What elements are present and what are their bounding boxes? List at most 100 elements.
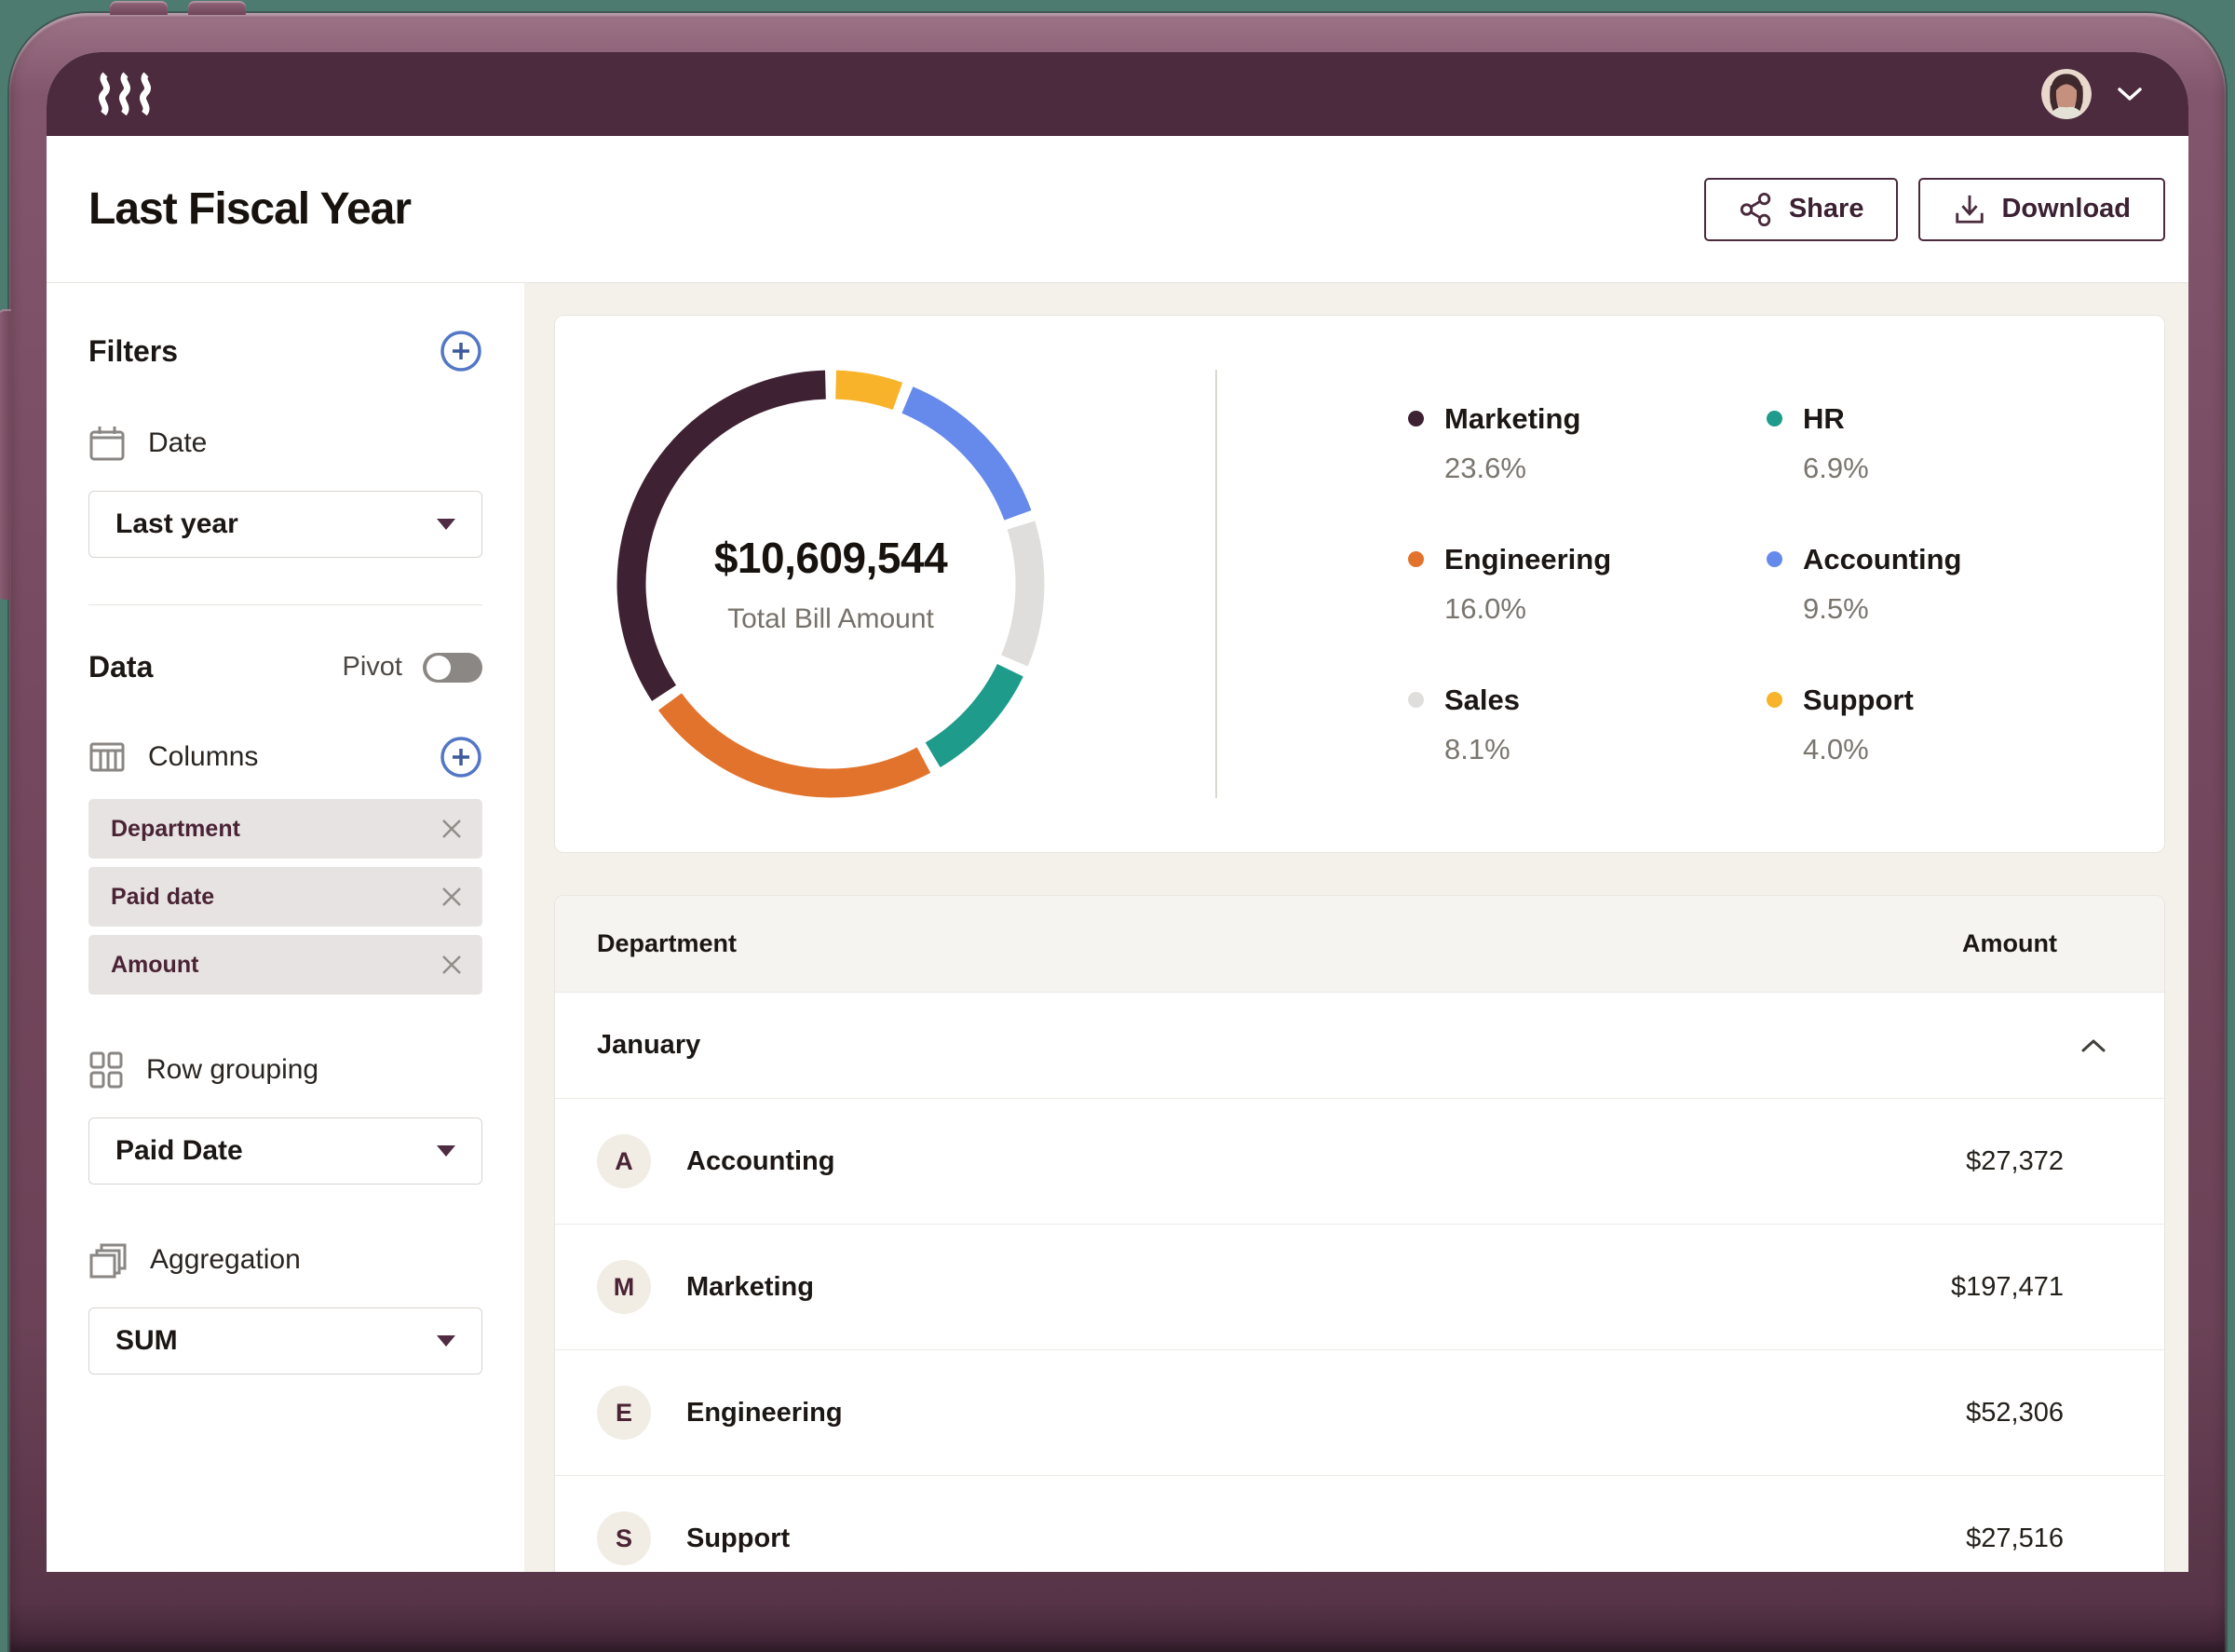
app-screen: Last Fiscal Year Share [47, 52, 2188, 1572]
add-filter-button[interactable] [440, 330, 482, 372]
department-name: Engineering [686, 1397, 843, 1428]
share-label: Share [1788, 194, 1864, 223]
data-title: Data [88, 650, 154, 684]
department-amount: $52,306 [1966, 1397, 2064, 1428]
tablet-side-button [0, 309, 11, 600]
row-grouping-icon [89, 1051, 123, 1089]
row-grouping-label: Row grouping [146, 1054, 319, 1085]
share-icon [1740, 192, 1771, 226]
pivot-label: Pivot [342, 652, 402, 682]
legend-label: Marketing [1444, 401, 1581, 435]
chart-legend: Marketing 23.6% HR 6.9% Engineering 16.0… [1408, 402, 2125, 766]
legend-dot [1408, 692, 1424, 708]
chip-label: Paid date [111, 883, 215, 910]
legend-item-marketing: Marketing 23.6% [1408, 402, 1767, 485]
department-table: Department Amount January A Accounting $… [554, 895, 2165, 1572]
download-label: Download [2001, 194, 2131, 223]
aggregation-select[interactable]: SUM [88, 1307, 482, 1374]
legend-value: 6.9% [1803, 451, 1869, 484]
department-name: Support [686, 1523, 791, 1553]
chart-divider [1215, 370, 1217, 798]
user-avatar[interactable] [2041, 69, 2092, 119]
main-area: $10,609,544 Total Bill Amount Marketing … [524, 283, 2188, 1572]
legend-dot [1408, 411, 1424, 427]
legend-dot [1767, 411, 1782, 427]
column-chip-amount[interactable]: Amount [88, 935, 482, 995]
legend-value: 4.0% [1803, 732, 1869, 765]
legend-label: Support [1803, 683, 1914, 716]
department-initial-badge: E [597, 1386, 651, 1440]
page-title: Last Fiscal Year [88, 184, 412, 234]
legend-item-hr: HR 6.9% [1767, 402, 2125, 485]
row-grouping-value: Paid Date [115, 1135, 243, 1166]
legend-label: Accounting [1803, 542, 1962, 575]
remove-chip-icon[interactable] [440, 885, 464, 909]
pivot-toggle[interactable] [423, 652, 482, 683]
chevron-up-icon[interactable] [2080, 1037, 2106, 1054]
department-initial-badge: M [597, 1260, 651, 1314]
aggregation-icon [89, 1243, 127, 1279]
remove-chip-icon[interactable] [440, 817, 464, 841]
donut-chart: $10,609,544 Total Bill Amount [616, 370, 1045, 798]
sidebar: Filters [47, 283, 524, 1572]
filters-title: Filters [88, 333, 179, 368]
aggregation-label: Aggregation [150, 1244, 301, 1275]
chip-label: Department [111, 815, 240, 842]
department-initial-badge: A [597, 1134, 651, 1188]
department-amount: $27,372 [1966, 1145, 2064, 1176]
table-row[interactable]: M Marketing $197,471 [555, 1225, 2164, 1350]
share-button[interactable]: Share [1703, 177, 1899, 241]
legend-label: HR [1803, 401, 1845, 435]
legend-dot [1408, 551, 1424, 567]
group-label: January [597, 1030, 701, 1060]
column-header-amount: Amount [1962, 929, 2057, 957]
department-initial-badge: S [597, 1511, 651, 1565]
total-bill-label: Total Bill Amount [727, 603, 934, 634]
topbar [47, 52, 2188, 136]
download-button[interactable]: Download [1918, 177, 2165, 241]
legend-value: 8.1% [1444, 732, 1510, 765]
department-amount: $197,471 [1951, 1271, 2064, 1302]
table-row[interactable]: E Engineering $52,306 [555, 1350, 2164, 1476]
legend-label: Sales [1444, 683, 1521, 716]
date-range-value: Last year [115, 508, 238, 539]
select-caret-icon [437, 1335, 455, 1347]
legend-item-accounting: Accounting 9.5% [1767, 543, 2125, 626]
tablet-top-button-2 [188, 1, 246, 15]
chevron-down-icon[interactable] [2116, 85, 2144, 103]
select-caret-icon [437, 1145, 455, 1157]
date-range-select[interactable]: Last year [88, 491, 482, 558]
chip-label: Amount [111, 951, 199, 978]
column-header-department: Department [597, 929, 738, 957]
legend-item-engineering: Engineering 16.0% [1408, 543, 1767, 626]
legend-dot [1767, 551, 1782, 567]
donut-rings [616, 370, 1045, 798]
table-header: Department Amount [555, 896, 2164, 993]
download-icon [1956, 195, 1984, 223]
legend-value: 16.0% [1444, 591, 1526, 625]
total-bill-value: $10,609,544 [713, 534, 948, 582]
remove-chip-icon[interactable] [440, 953, 464, 977]
ramp-logo [99, 72, 151, 116]
legend-label: Engineering [1444, 542, 1612, 575]
legend-dot [1767, 692, 1782, 708]
page-header: Last Fiscal Year Share [47, 136, 2188, 283]
column-chip-paid-date[interactable]: Paid date [88, 867, 482, 927]
table-row[interactable]: S Support $27,516 [555, 1476, 2164, 1572]
legend-value: 9.5% [1803, 591, 1869, 625]
legend-item-sales: Sales 8.1% [1408, 684, 1767, 766]
group-row-january[interactable]: January [555, 993, 2164, 1099]
donut-chart-card: $10,609,544 Total Bill Amount Marketing … [554, 315, 2165, 853]
column-chip-department[interactable]: Department [88, 799, 482, 859]
aggregation-value: SUM [115, 1325, 178, 1356]
legend-item-support: Support 4.0% [1767, 684, 2125, 766]
select-caret-icon [437, 519, 455, 530]
date-filter-label: Date [148, 427, 208, 458]
table-row[interactable]: A Accounting $27,372 [555, 1099, 2164, 1225]
department-name: Marketing [686, 1271, 814, 1302]
department-name: Accounting [686, 1145, 835, 1176]
columns-label: Columns [148, 741, 259, 772]
add-column-button[interactable] [440, 736, 482, 779]
row-grouping-select[interactable]: Paid Date [88, 1117, 482, 1185]
